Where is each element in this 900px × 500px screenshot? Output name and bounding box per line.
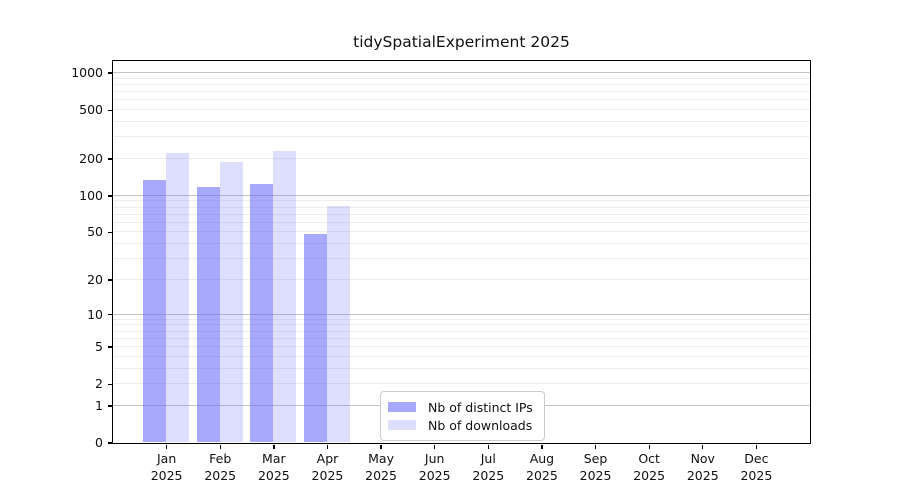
y-tick-mark bbox=[107, 383, 112, 385]
gridline bbox=[112, 109, 810, 111]
gridline bbox=[112, 313, 810, 315]
y-tick-mark bbox=[107, 195, 112, 197]
gridline bbox=[112, 72, 810, 74]
y-tick-label: 50 bbox=[87, 224, 103, 240]
chart-title: tidySpatialExperiment 2025 bbox=[353, 33, 570, 51]
legend-swatch-distinct-ips bbox=[388, 402, 416, 412]
y-tick-label: 2 bbox=[95, 376, 103, 392]
bar-distinct-ips-feb bbox=[196, 186, 220, 443]
gridlines-layer bbox=[112, 61, 810, 443]
x-tick-mark bbox=[702, 444, 704, 449]
y-tick-label: 5 bbox=[95, 339, 103, 355]
gridline bbox=[112, 213, 810, 215]
bar-downloads-mar bbox=[273, 151, 297, 443]
legend-label-downloads: Nb of downloads bbox=[428, 417, 533, 433]
x-tick-label-jun: Jun 2025 bbox=[418, 451, 451, 483]
bar-downloads-feb bbox=[219, 162, 243, 443]
y-tick-label: 20 bbox=[87, 271, 103, 287]
gridline bbox=[112, 200, 810, 202]
gridline bbox=[112, 367, 810, 369]
x-tick-mark bbox=[166, 444, 168, 449]
gridline bbox=[112, 206, 810, 208]
y-tick-label: 100 bbox=[79, 187, 103, 203]
gridline bbox=[112, 337, 810, 339]
y-tick-mark bbox=[107, 314, 112, 316]
y-tick-label: 500 bbox=[79, 102, 103, 118]
x-tick-label-feb: Feb 2025 bbox=[204, 451, 237, 483]
gridline bbox=[112, 121, 810, 123]
gridline bbox=[112, 158, 810, 160]
legend: Nb of distinct IPs Nb of downloads bbox=[380, 391, 545, 441]
legend-swatch-downloads bbox=[388, 420, 416, 430]
x-tick-mark bbox=[648, 444, 650, 449]
y-tick-label: 10 bbox=[87, 306, 103, 322]
gridline bbox=[112, 278, 810, 280]
x-tick-mark bbox=[219, 444, 221, 449]
gridline bbox=[112, 136, 810, 138]
gridline bbox=[112, 84, 810, 85]
y-tick-mark bbox=[107, 279, 112, 281]
bars-layer bbox=[113, 61, 810, 443]
y-tick-label: 200 bbox=[79, 151, 103, 167]
y-tick-label: 1000 bbox=[71, 65, 103, 81]
plot-area bbox=[111, 59, 811, 444]
x-tick-mark bbox=[326, 444, 329, 449]
y-tick-mark bbox=[107, 72, 112, 74]
x-tick-label-jan: Jan 2025 bbox=[150, 451, 183, 483]
gridline bbox=[112, 77, 810, 79]
gridline bbox=[112, 330, 810, 332]
y-tick-mark bbox=[107, 158, 112, 160]
y-tick-mark bbox=[107, 346, 112, 348]
x-tick-label-nov: Nov 2025 bbox=[686, 451, 719, 483]
gridline bbox=[112, 355, 810, 357]
gridline bbox=[112, 194, 810, 196]
gridline bbox=[112, 231, 810, 233]
bar-distinct-ips-apr bbox=[303, 234, 327, 443]
x-tick-label-jul: Jul 2025 bbox=[472, 451, 505, 483]
bar-downloads-jan bbox=[166, 152, 190, 443]
gridline bbox=[112, 91, 810, 93]
bar-distinct-ips-jan bbox=[143, 180, 167, 443]
y-tick-mark bbox=[107, 405, 112, 407]
legend-label-distinct-ips: Nb of distinct IPs bbox=[428, 399, 533, 415]
gridline bbox=[112, 99, 810, 101]
gridline bbox=[112, 243, 810, 245]
y-tick-label: 1 bbox=[95, 397, 103, 413]
gridline bbox=[112, 318, 810, 320]
y-tick-mark bbox=[107, 109, 112, 111]
gridline bbox=[112, 346, 810, 348]
bar-downloads-apr bbox=[326, 205, 350, 443]
bar-distinct-ips-mar bbox=[250, 183, 274, 443]
x-tick-mark bbox=[434, 444, 436, 449]
x-tick-mark bbox=[273, 444, 275, 449]
y-tick-mark bbox=[107, 231, 112, 234]
x-tick-label-may: May 2025 bbox=[365, 451, 397, 483]
x-tick-mark bbox=[541, 444, 543, 449]
legend-item-distinct-ips: Nb of distinct IPs bbox=[388, 398, 533, 416]
gridline bbox=[112, 221, 810, 223]
x-tick-label-dec: Dec 2025 bbox=[740, 451, 773, 483]
legend-item-downloads: Nb of downloads bbox=[388, 416, 533, 434]
gridline bbox=[112, 383, 810, 385]
x-tick-label-apr: Apr 2025 bbox=[311, 451, 344, 483]
x-tick-label-aug: Aug 2025 bbox=[526, 451, 558, 483]
x-tick-mark bbox=[380, 444, 382, 449]
x-tick-label-sep: Sep 2025 bbox=[579, 451, 612, 483]
y-tick-label: 0 bbox=[95, 435, 103, 450]
x-tick-mark bbox=[594, 444, 597, 449]
x-tick-label-oct: Oct 2025 bbox=[633, 451, 666, 483]
y-tick-mark bbox=[107, 442, 112, 444]
gridline bbox=[112, 258, 810, 260]
x-tick-mark bbox=[487, 444, 489, 449]
x-tick-label-mar: Mar 2025 bbox=[257, 451, 290, 483]
gridline bbox=[112, 324, 810, 326]
x-tick-mark bbox=[755, 444, 758, 449]
